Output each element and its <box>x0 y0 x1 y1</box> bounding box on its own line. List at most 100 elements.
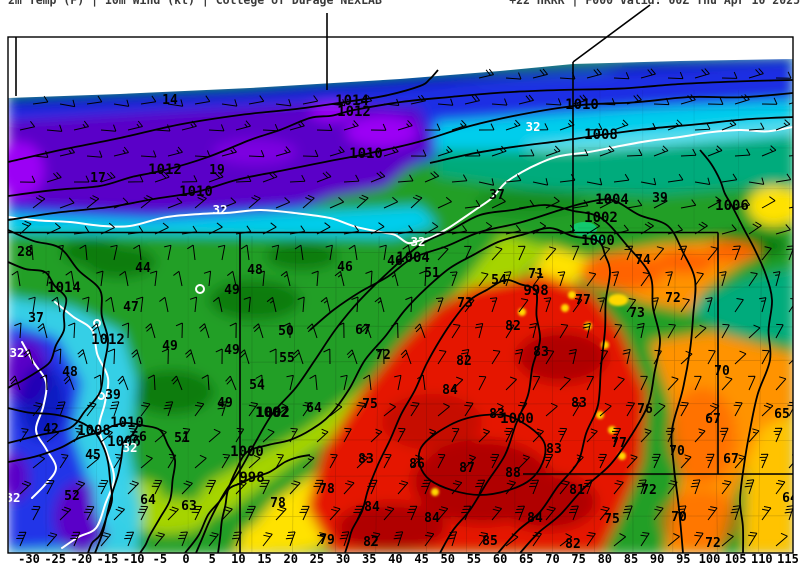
svg-text:50: 50 <box>441 552 455 563</box>
svg-text:1000: 1000 <box>500 411 534 427</box>
svg-text:77: 77 <box>575 293 591 308</box>
svg-text:83: 83 <box>358 452 374 467</box>
svg-text:83: 83 <box>571 396 587 411</box>
svg-text:48: 48 <box>62 365 78 380</box>
svg-text:998: 998 <box>239 470 264 486</box>
svg-text:105: 105 <box>725 552 747 563</box>
svg-text:63: 63 <box>181 499 197 514</box>
svg-text:83: 83 <box>546 442 562 457</box>
svg-text:77: 77 <box>611 436 627 451</box>
svg-text:-5: -5 <box>153 552 167 563</box>
state-borders <box>8 4 793 553</box>
svg-text:54: 54 <box>491 273 507 288</box>
svg-text:1000: 1000 <box>230 444 264 460</box>
svg-text:70: 70 <box>669 444 685 459</box>
svg-text:64: 64 <box>140 493 156 508</box>
svg-text:82: 82 <box>565 537 581 552</box>
svg-text:84: 84 <box>364 500 380 515</box>
svg-text:46: 46 <box>387 254 403 269</box>
title-bar: 2m Temp (F) | 10m Wind (kt) | College of… <box>0 0 800 9</box>
svg-text:115: 115 <box>777 552 799 563</box>
svg-text:70: 70 <box>545 552 559 563</box>
svg-text:-15: -15 <box>97 552 119 563</box>
svg-text:49: 49 <box>217 396 233 411</box>
svg-text:74: 74 <box>635 253 651 268</box>
svg-text:83: 83 <box>533 345 549 360</box>
svg-text:81: 81 <box>569 483 585 498</box>
svg-text:72: 72 <box>375 348 391 363</box>
svg-text:55: 55 <box>467 552 481 563</box>
svg-text:54: 54 <box>249 378 265 393</box>
svg-text:75: 75 <box>604 512 620 527</box>
svg-text:86: 86 <box>409 457 425 472</box>
svg-text:70: 70 <box>671 510 687 525</box>
svg-text:64: 64 <box>782 491 798 506</box>
svg-text:998: 998 <box>523 283 548 299</box>
svg-text:32: 32 <box>9 345 24 360</box>
svg-text:73: 73 <box>629 306 645 321</box>
svg-text:-10: -10 <box>123 552 145 563</box>
svg-text:70: 70 <box>714 364 730 379</box>
svg-text:35: 35 <box>362 552 376 563</box>
wind-barbs <box>9 68 793 547</box>
svg-text:42: 42 <box>43 422 59 437</box>
svg-text:-25: -25 <box>44 552 66 563</box>
colorbar-ticks: -30 -25 -20 -15 -10 -5 0 5 10 15 20 25 30 35 40 45 50 55 6… <box>18 552 799 563</box>
svg-text:32: 32 <box>122 440 137 455</box>
svg-text:55: 55 <box>279 351 295 366</box>
svg-text:14: 14 <box>162 93 178 108</box>
svg-text:1012: 1012 <box>91 332 125 348</box>
svg-text:37: 37 <box>489 188 505 203</box>
svg-text:44: 44 <box>135 261 151 276</box>
freezing-labels: 32 32 32 32 32 32 <box>5 119 541 505</box>
svg-text:19: 19 <box>209 163 225 178</box>
svg-text:95: 95 <box>676 552 690 563</box>
svg-text:1002: 1002 <box>256 405 290 421</box>
svg-text:49: 49 <box>162 339 178 354</box>
svg-text:5: 5 <box>209 552 216 563</box>
svg-text:39: 39 <box>105 388 121 403</box>
svg-text:67: 67 <box>705 412 721 427</box>
svg-text:1010: 1010 <box>179 184 213 200</box>
svg-text:1004: 1004 <box>595 192 629 208</box>
svg-text:82: 82 <box>363 535 379 550</box>
svg-text:78: 78 <box>319 482 335 497</box>
svg-text:88: 88 <box>505 466 521 481</box>
svg-text:37: 37 <box>28 311 44 326</box>
svg-text:110: 110 <box>751 552 773 563</box>
temperature-field <box>8 59 793 553</box>
svg-text:-30: -30 <box>18 552 40 563</box>
svg-text:64: 64 <box>306 401 322 416</box>
svg-text:32: 32 <box>5 490 20 505</box>
svg-text:1014: 1014 <box>335 93 369 109</box>
svg-text:82: 82 <box>456 354 472 369</box>
svg-text:51: 51 <box>174 431 190 446</box>
svg-text:56: 56 <box>131 430 147 445</box>
svg-text:65: 65 <box>519 552 533 563</box>
isobar-lines <box>8 69 793 553</box>
svg-text:80: 80 <box>598 552 612 563</box>
title-right: +22 HRRR | F000 Valid: 00Z Thu Apr 10 20… <box>509 0 800 7</box>
svg-text:1014: 1014 <box>47 280 81 296</box>
svg-text:1002: 1002 <box>584 210 618 226</box>
svg-text:79: 79 <box>319 533 335 548</box>
svg-text:1012: 1012 <box>337 104 371 120</box>
svg-text:1004: 1004 <box>396 250 430 266</box>
svg-text:20: 20 <box>283 552 297 563</box>
svg-text:84: 84 <box>424 511 440 526</box>
svg-text:48: 48 <box>247 263 263 278</box>
svg-text:76: 76 <box>637 402 653 417</box>
svg-text:30: 30 <box>336 552 350 563</box>
svg-text:75: 75 <box>362 397 378 412</box>
svg-text:1002: 1002 <box>255 405 289 421</box>
svg-text:65: 65 <box>774 407 790 422</box>
svg-text:49: 49 <box>224 343 240 358</box>
svg-text:47: 47 <box>123 300 139 315</box>
svg-text:67: 67 <box>723 452 739 467</box>
svg-text:83: 83 <box>489 407 505 422</box>
svg-text:73: 73 <box>457 296 473 311</box>
map-frame <box>7 36 794 554</box>
svg-text:1006: 1006 <box>107 434 141 450</box>
